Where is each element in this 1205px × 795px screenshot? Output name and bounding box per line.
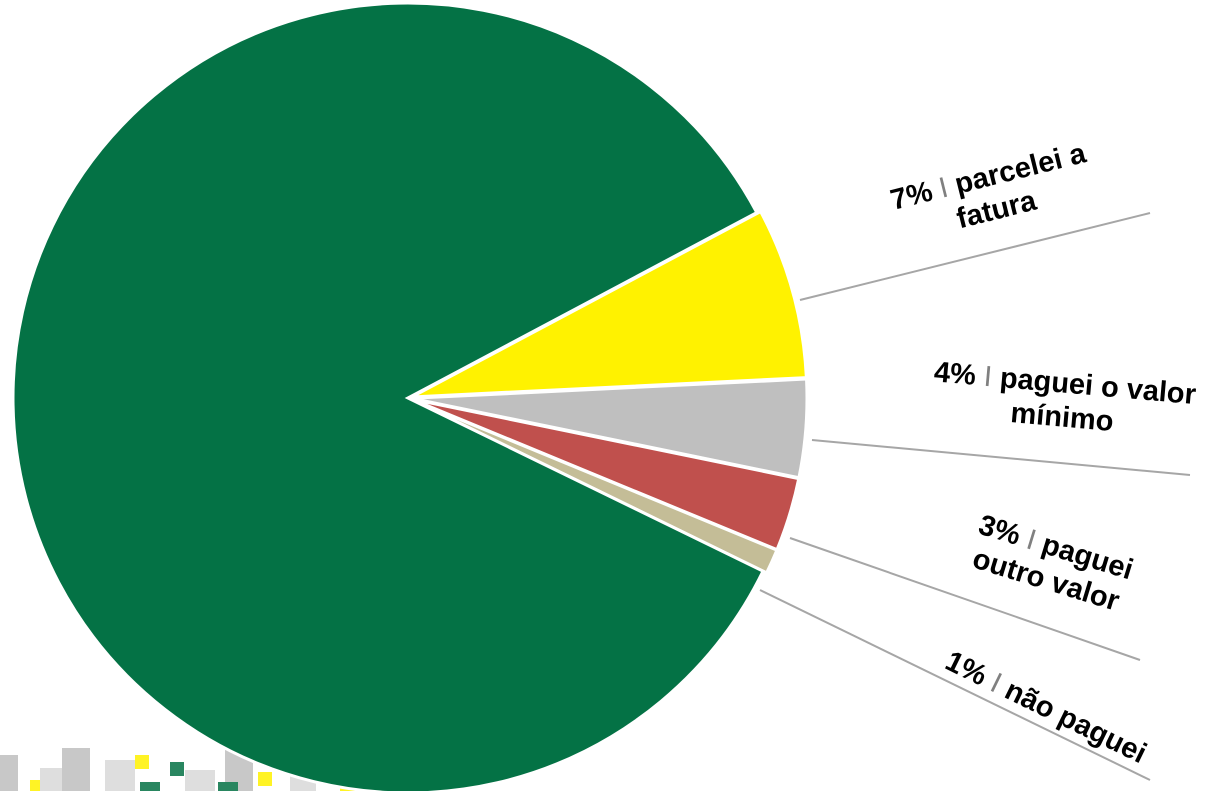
leader-line bbox=[789, 537, 1141, 661]
leader-line bbox=[799, 212, 1151, 301]
pie-slice bbox=[411, 209, 808, 399]
leader-line bbox=[759, 589, 1151, 781]
label-separator: I bbox=[935, 171, 952, 205]
leader-line bbox=[811, 439, 1191, 476]
value-label: 4% bbox=[932, 356, 978, 392]
label-separator: I bbox=[982, 360, 994, 394]
value-label: 7% bbox=[887, 175, 936, 217]
label-separator: I bbox=[1022, 523, 1040, 557]
pie-slice bbox=[11, 1, 766, 791]
